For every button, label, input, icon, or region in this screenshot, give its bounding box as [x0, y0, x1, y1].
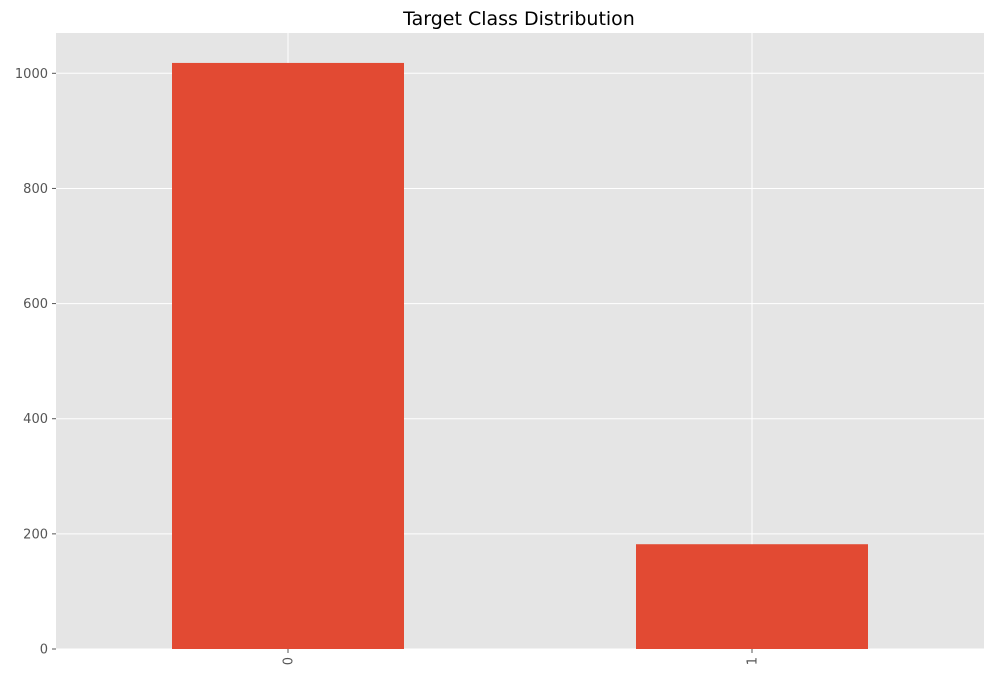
y-tick-label: 0	[40, 643, 48, 658]
y-tick-label: 400	[23, 412, 48, 427]
x-tick-label: 0	[282, 657, 297, 665]
y-tick-label: 600	[23, 297, 48, 312]
x-tick-label: 1	[746, 657, 761, 665]
bar-1	[636, 544, 868, 649]
bar-0	[172, 62, 404, 649]
y-tick-label: 1000	[15, 67, 48, 82]
axis-layer: 0 200 400 600 800 1000 0 1	[15, 67, 761, 665]
y-tick-label: 800	[23, 182, 48, 197]
y-tick-label: 200	[23, 527, 48, 542]
bar-layer	[172, 62, 868, 649]
chart-title: Target Class Distribution	[402, 8, 635, 30]
